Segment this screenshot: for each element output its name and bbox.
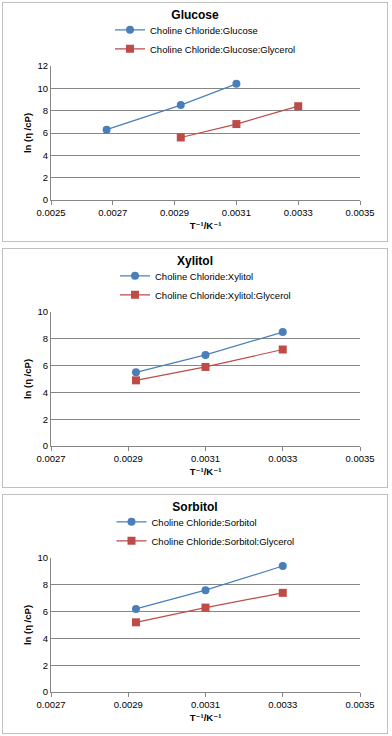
svg-text:6: 6 [43, 606, 48, 617]
svg-text:0.0035: 0.0035 [345, 699, 374, 710]
svg-text:2: 2 [43, 660, 48, 671]
svg-text:0.0027: 0.0027 [36, 453, 65, 464]
svg-text:Glucose: Glucose [171, 8, 219, 22]
svg-text:0.0029: 0.0029 [160, 207, 189, 218]
svg-text:0.0035: 0.0035 [345, 453, 374, 464]
svg-text:4: 4 [43, 387, 48, 398]
svg-text:4: 4 [43, 633, 48, 644]
svg-text:Choline Chloride:Glucose: Choline Chloride:Glucose [150, 25, 258, 36]
svg-text:Choline Chloride:Sorbitol: Choline Chloride:Sorbitol [152, 517, 257, 528]
svg-text:ln (η /cP): ln (η /cP) [22, 113, 33, 153]
svg-text:8: 8 [43, 333, 48, 344]
svg-text:0: 0 [43, 440, 48, 451]
svg-text:8: 8 [43, 579, 48, 590]
svg-text:T⁻¹/K⁻¹: T⁻¹/K⁻¹ [190, 712, 222, 723]
svg-text:T⁻¹/K⁻¹: T⁻¹/K⁻¹ [190, 220, 222, 231]
svg-text:ln (η /cP): ln (η /cP) [22, 359, 33, 399]
svg-text:10: 10 [38, 83, 49, 94]
svg-text:0.0029: 0.0029 [114, 453, 143, 464]
svg-text:6: 6 [43, 127, 48, 138]
svg-text:0: 0 [43, 194, 48, 205]
svg-text:10: 10 [38, 306, 49, 317]
svg-text:0.0033: 0.0033 [268, 699, 297, 710]
svg-text:0: 0 [43, 686, 48, 697]
svg-text:Choline Chloride:Xylitol: Choline Chloride:Xylitol [155, 271, 253, 282]
svg-text:0.0033: 0.0033 [268, 453, 297, 464]
svg-text:10: 10 [38, 552, 49, 563]
svg-text:0.0035: 0.0035 [345, 207, 374, 218]
svg-text:6: 6 [43, 360, 48, 371]
svg-text:Xylitol: Xylitol [177, 254, 213, 268]
svg-text:0.0033: 0.0033 [284, 207, 313, 218]
svg-text:ln (η /cP): ln (η /cP) [22, 605, 33, 645]
svg-text:0.0031: 0.0031 [191, 699, 220, 710]
svg-text:0.0029: 0.0029 [114, 699, 143, 710]
svg-text:Sorbitol: Sorbitol [172, 500, 217, 514]
svg-text:Choline Chloride:Sorbitol:Glyc: Choline Chloride:Sorbitol:Glycerol [152, 536, 295, 547]
svg-text:4: 4 [43, 150, 48, 161]
svg-text:0.0027: 0.0027 [98, 207, 127, 218]
svg-text:0.0031: 0.0031 [222, 207, 251, 218]
svg-text:0.0027: 0.0027 [36, 699, 65, 710]
svg-text:Choline Chloride:Glucose:Glyce: Choline Chloride:Glucose:Glycerol [150, 44, 295, 55]
svg-text:0.0031: 0.0031 [191, 453, 220, 464]
svg-text:2: 2 [43, 414, 48, 425]
svg-text:8: 8 [43, 105, 48, 116]
svg-text:12: 12 [38, 60, 49, 71]
svg-text:T⁻¹/K⁻¹: T⁻¹/K⁻¹ [190, 466, 222, 477]
svg-text:Choline Chloride:Xylitol:Glyce: Choline Chloride:Xylitol:Glycerol [155, 290, 291, 301]
svg-text:0.0025: 0.0025 [36, 207, 65, 218]
svg-text:2: 2 [43, 172, 48, 183]
